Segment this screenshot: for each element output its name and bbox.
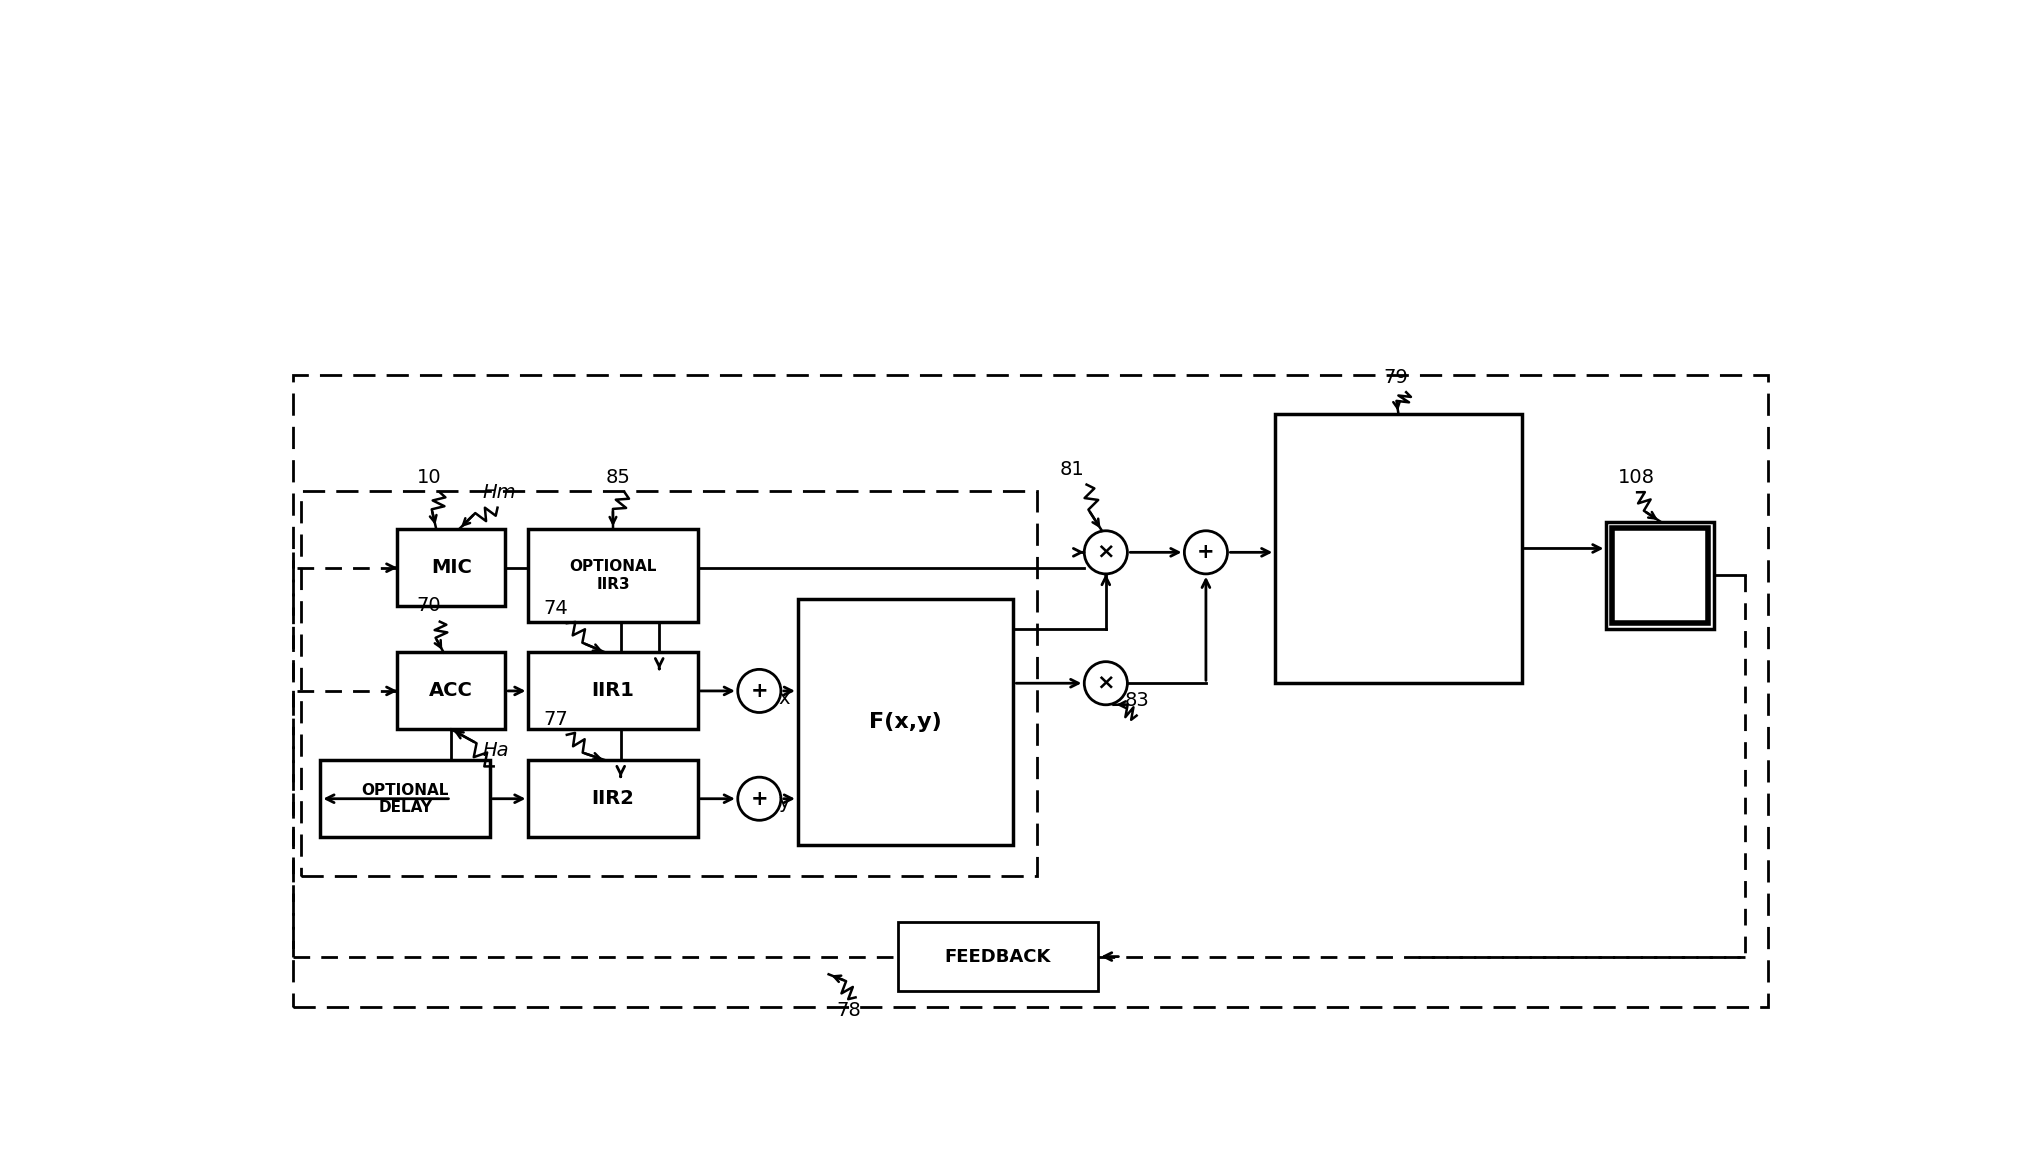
Text: FEEDBACK: FEEDBACK xyxy=(944,948,1052,966)
Text: 10: 10 xyxy=(416,467,441,487)
Text: +: + xyxy=(751,789,767,809)
Text: 85: 85 xyxy=(605,467,629,487)
Bar xyxy=(398,653,505,729)
Circle shape xyxy=(737,778,782,820)
Circle shape xyxy=(1084,662,1127,705)
Bar xyxy=(528,760,698,838)
Text: MIC: MIC xyxy=(430,558,471,577)
Text: x: x xyxy=(780,690,790,708)
Bar xyxy=(1275,414,1522,684)
Bar xyxy=(528,653,698,729)
Bar xyxy=(528,529,698,621)
Bar xyxy=(321,760,489,838)
Text: ×: × xyxy=(1096,672,1114,692)
Text: 77: 77 xyxy=(544,710,568,729)
Circle shape xyxy=(1183,531,1228,574)
Text: Hm: Hm xyxy=(481,484,516,502)
Text: ACC: ACC xyxy=(430,681,473,700)
Text: +: + xyxy=(1198,543,1214,562)
Text: +: + xyxy=(751,681,767,701)
Bar xyxy=(798,598,1013,845)
Bar xyxy=(300,491,1037,876)
Text: OPTIONAL
DELAY: OPTIONAL DELAY xyxy=(361,782,449,815)
Text: 70: 70 xyxy=(416,597,441,616)
Circle shape xyxy=(1084,531,1127,574)
Circle shape xyxy=(737,670,782,713)
Bar xyxy=(294,375,1768,1007)
Bar xyxy=(1606,522,1713,629)
Text: 74: 74 xyxy=(544,599,568,618)
Text: ×: × xyxy=(1096,541,1114,561)
Bar xyxy=(1612,528,1707,624)
Text: F(x,y): F(x,y) xyxy=(869,712,942,731)
Text: Ha: Ha xyxy=(481,742,510,760)
Text: 81: 81 xyxy=(1060,460,1084,479)
Text: IIR2: IIR2 xyxy=(591,789,635,809)
Text: OPTIONAL
IIR3: OPTIONAL IIR3 xyxy=(568,559,658,591)
Text: 83: 83 xyxy=(1125,691,1149,710)
Text: y: y xyxy=(780,793,790,812)
Bar xyxy=(398,529,505,606)
Text: IIR1: IIR1 xyxy=(591,681,635,700)
Text: 108: 108 xyxy=(1618,467,1654,487)
Text: 79: 79 xyxy=(1382,368,1407,386)
Bar xyxy=(897,922,1098,992)
Text: 78: 78 xyxy=(836,1002,861,1020)
